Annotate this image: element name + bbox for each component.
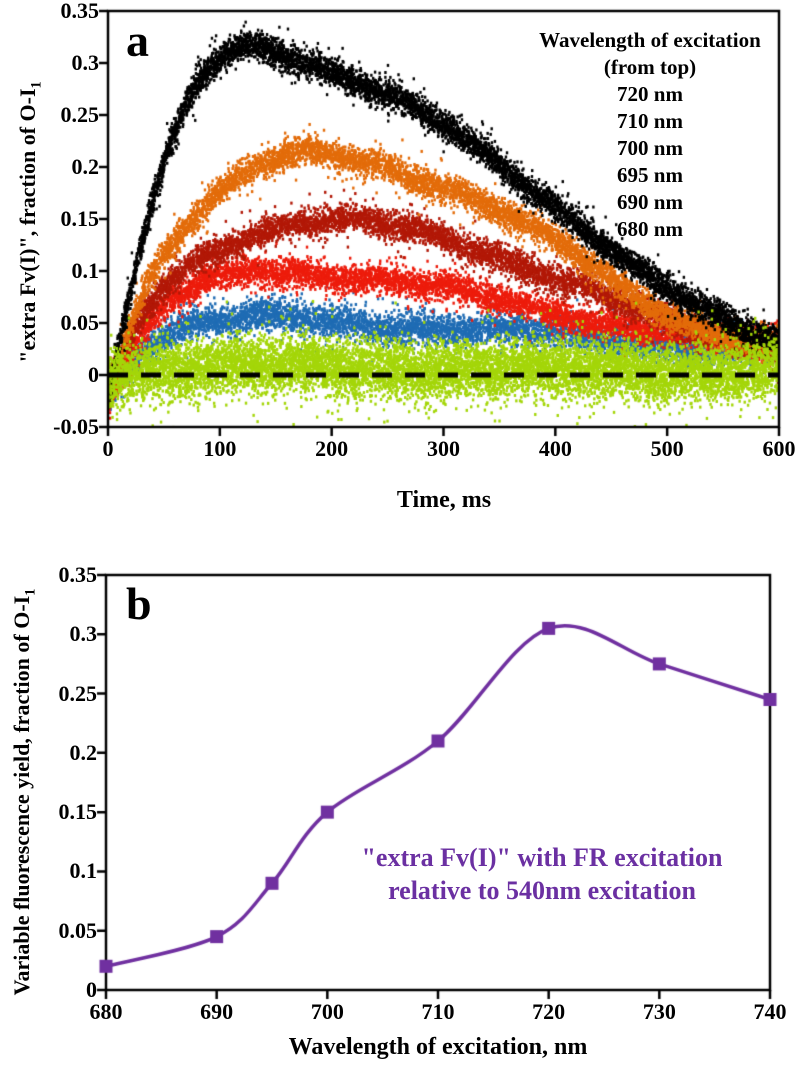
panel-b-y-axis-title: Variable fluorescence yield, fraction of… xyxy=(7,532,39,1052)
panel-a-y-tick-label: 0.25 xyxy=(60,102,100,127)
legend-item: 690 nm xyxy=(617,190,683,214)
legend-item: 695 nm xyxy=(617,163,683,187)
annotation-line: "extra Fv(I)" with FR excitation xyxy=(361,843,723,872)
panel-b-y-tick-label: 0.3 xyxy=(69,621,98,647)
panel-b-x-tick-label: 730 xyxy=(642,999,676,1024)
panel-b-x-tick-label: 700 xyxy=(310,999,344,1024)
panel-a-y-axis-title-sub: 1 xyxy=(28,81,45,89)
panel-b-y-tick-label: 0.1 xyxy=(69,858,98,884)
panel-a-x-axis-title: Time, ms xyxy=(396,487,492,513)
panel-a-x-tick-label: 300 xyxy=(427,436,460,461)
panel-a-x-tick-label: 400 xyxy=(538,436,572,461)
panel-b-y-tick-label: 0 xyxy=(86,977,97,1002)
panel-a-y-tick-label: 0 xyxy=(88,362,99,387)
panel-a-y-tick-label: -0.05 xyxy=(53,414,99,439)
legend-title-line: (from top) xyxy=(603,55,697,79)
panel-a-legend: Wavelength of excitation (from top) 720 nm… xyxy=(500,27,800,243)
panel-b-y-tick-label: 0.25 xyxy=(58,680,98,706)
panel-a-x-tick-label: 100 xyxy=(203,436,237,461)
panel-b-x-axis-title: Wavelength of excitation, nm xyxy=(288,1034,588,1060)
panel-a-y-tick-label: 0.35 xyxy=(60,0,100,23)
panel-a-x-tick-label: 500 xyxy=(650,436,684,461)
panel-a-x-tick-label: 200 xyxy=(315,436,349,461)
panel-b-annotation: "extra Fv(I)" with FR excitation relative… xyxy=(292,841,792,907)
panel-a-x-tick-label: 600 xyxy=(762,436,796,461)
panel-b-x-tick-label: 680 xyxy=(89,999,123,1024)
panel-a-letter: a xyxy=(126,15,149,66)
legend-item: 710 nm xyxy=(617,109,683,133)
panel-a-y-tick-label: 0.15 xyxy=(60,206,100,231)
panel-b-y-tick-label: 0.35 xyxy=(58,562,98,587)
legend-title-line: Wavelength of excitation xyxy=(539,28,761,52)
legend-item: 680 nm xyxy=(617,217,683,241)
panel-b-y-tick-label: 0.2 xyxy=(69,739,98,765)
panel-b-y-tick-label: 0.05 xyxy=(58,917,98,943)
panel-b-x-tick-label: 690 xyxy=(200,999,234,1024)
legend-item: 700 nm xyxy=(617,136,683,160)
panel-a-y-tick-label: 0.1 xyxy=(71,258,100,283)
panel-a-y-tick-label: 0.2 xyxy=(71,154,100,179)
legend-item: 720 nm xyxy=(617,82,683,106)
panel-b-x-tick-label: 740 xyxy=(753,999,787,1024)
panel-a-y-tick-label: 0.3 xyxy=(71,50,100,75)
panel-b-y-axis-title-sub: 1 xyxy=(22,588,39,596)
panel-a-y-tick-label: 0.05 xyxy=(60,310,100,335)
panel-a-x-tick-label: 0 xyxy=(102,436,114,461)
panel-b-letter: b xyxy=(126,578,152,629)
panel-b-y-tick-label: 0.15 xyxy=(58,799,98,825)
panel-b-x-tick-label: 710 xyxy=(421,999,455,1024)
panel-b-x-tick-label: 720 xyxy=(532,999,566,1024)
annotation-line: relative to 540nm excitation xyxy=(388,876,696,905)
